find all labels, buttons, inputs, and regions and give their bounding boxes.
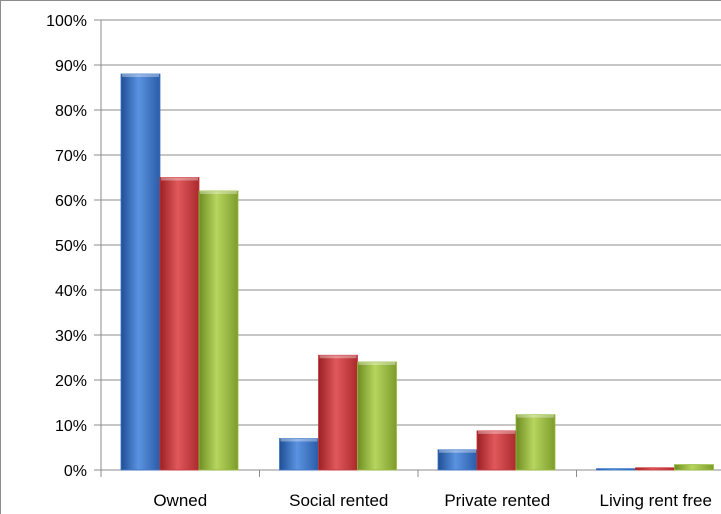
y-tick-label: 60%: [55, 193, 87, 210]
bar: [279, 438, 319, 471]
x-category-label: Private rented: [444, 491, 550, 510]
bar-highlight: [439, 449, 476, 453]
bar-social-rented-3: [357, 361, 397, 471]
bar-owned-2: [159, 177, 200, 471]
bar-highlight: [200, 191, 237, 194]
x-category-label: Owned: [153, 491, 207, 510]
y-tick-label: 10%: [55, 418, 87, 435]
y-tick-label: 40%: [55, 283, 87, 300]
bar: [198, 190, 239, 471]
y-tick-label: 90%: [55, 58, 87, 75]
bar-highlight: [358, 362, 396, 365]
y-tick-label: 100%: [46, 13, 87, 30]
bar: [515, 414, 556, 471]
bar-owned-3: [198, 190, 239, 471]
bar-private-rented-2: [476, 430, 517, 471]
bar-highlight: [161, 177, 198, 181]
y-tick-label: 70%: [55, 148, 87, 165]
y-tick-label: 80%: [55, 103, 87, 120]
y-tick-label: 30%: [55, 328, 87, 345]
bar: [476, 430, 517, 471]
y-tick-label: 20%: [55, 373, 87, 390]
axis-labels: 0% 10% 20% 30% 40% 50% 60% 70% 80% 90% 100% Owned So…: [46, 13, 712, 510]
bar-highlight: [280, 438, 318, 442]
bar-social-rented-2: [318, 354, 358, 471]
bar: [357, 361, 397, 471]
bar: [120, 73, 161, 471]
y-tick-label: 50%: [55, 238, 87, 255]
bar: [596, 468, 636, 471]
gridlines: [101, 19, 721, 426]
bar-private-rented-3: [515, 414, 556, 471]
y-tick-label: 0%: [64, 463, 87, 480]
bar-highlight: [122, 74, 159, 77]
bar-highlight: [478, 430, 515, 434]
bar: [674, 464, 714, 471]
bar-owned-1: [120, 73, 161, 471]
x-category-label: Social rented: [289, 491, 388, 510]
bar-living-rent-free-3: [674, 464, 714, 471]
bar-private-rented-1: [437, 449, 478, 471]
bar: [437, 449, 478, 471]
bar-highlight: [517, 414, 554, 418]
bar-living-rent-free-2: [635, 467, 675, 471]
bar-highlight: [319, 355, 357, 359]
bar: [318, 354, 358, 471]
x-category-label: Living rent free: [600, 491, 712, 510]
bar: [635, 467, 675, 471]
bars: [120, 73, 714, 471]
bar-social-rented-1: [279, 438, 319, 471]
bar: [159, 177, 200, 471]
bar-living-rent-free-1: [596, 468, 636, 471]
